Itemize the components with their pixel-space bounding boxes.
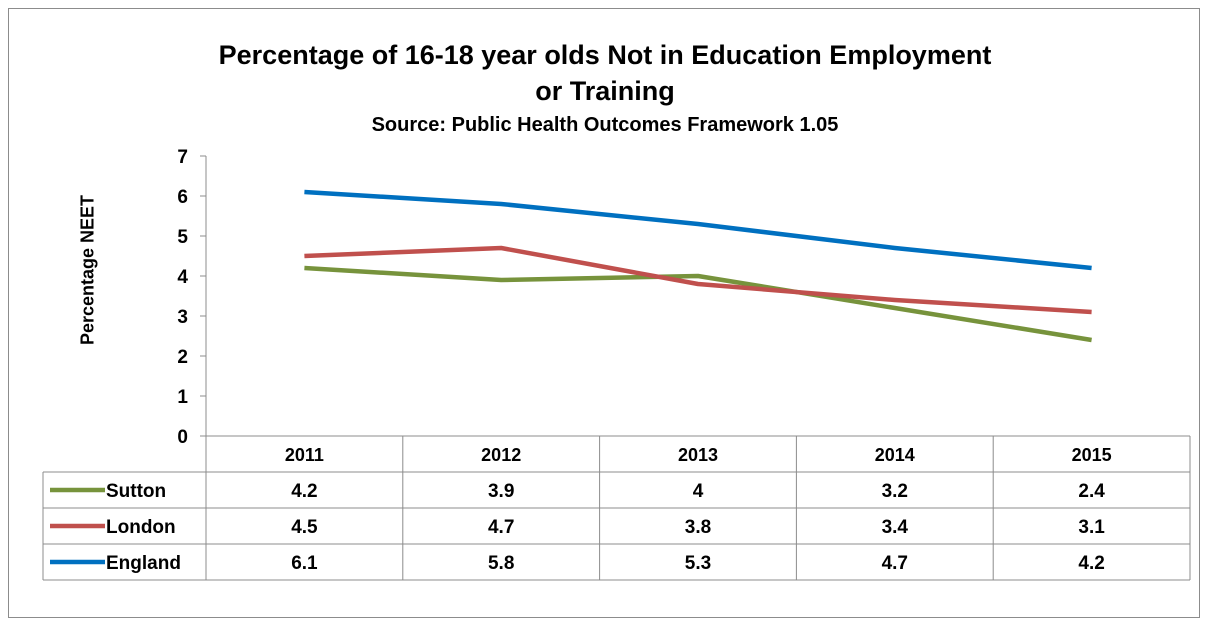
data-label: 4.2: [1078, 553, 1104, 574]
y-tick-label: 4: [177, 267, 188, 288]
chart-title-line2: or Training: [535, 76, 675, 106]
data-label: 2.4: [1078, 481, 1105, 502]
y-tick-label: 6: [177, 187, 188, 208]
y-tick-label: 0: [177, 427, 188, 448]
y-tick-label: 3: [177, 307, 188, 328]
chart-subtitle: Source: Public Health Outcomes Framework…: [371, 114, 839, 136]
legend-label: London: [106, 517, 176, 538]
data-label: 5.3: [685, 553, 711, 574]
data-label: 4.7: [488, 517, 514, 538]
series-line-sutton: [304, 265, 1092, 343]
legend-label: England: [106, 553, 181, 574]
chart-title: Percentage of 16-18 year olds Not in Edu…: [218, 40, 992, 70]
series-line-england: [304, 189, 1092, 271]
y-tick-label: 5: [177, 227, 188, 248]
x-tick-label: 2015: [1072, 445, 1112, 465]
series-line-london: [304, 245, 1092, 315]
data-label: 4.5: [291, 517, 318, 538]
x-tick-label: 2011: [285, 445, 324, 465]
data-label: 3.2: [882, 481, 908, 502]
x-tick-label: 2014: [875, 445, 915, 465]
data-label: 5.8: [488, 553, 514, 574]
y-tick-label: 1: [177, 387, 188, 408]
x-tick-label: 2013: [678, 445, 718, 465]
legend-label: Sutton: [106, 481, 166, 502]
data-label: 4.7: [882, 553, 908, 574]
data-label: 4.2: [291, 481, 317, 502]
data-label: 4: [693, 481, 704, 502]
y-tick-label: 7: [177, 147, 188, 168]
chart-frame: [8, 8, 1200, 618]
data-label: 3.1: [1078, 517, 1105, 538]
x-tick-label: 2012: [481, 445, 521, 465]
data-label: 3.4: [882, 517, 909, 538]
y-tick-label: 2: [177, 347, 188, 368]
data-label: 3.9: [488, 481, 514, 502]
data-label: 6.1: [291, 553, 318, 574]
data-label: 3.8: [685, 517, 711, 538]
